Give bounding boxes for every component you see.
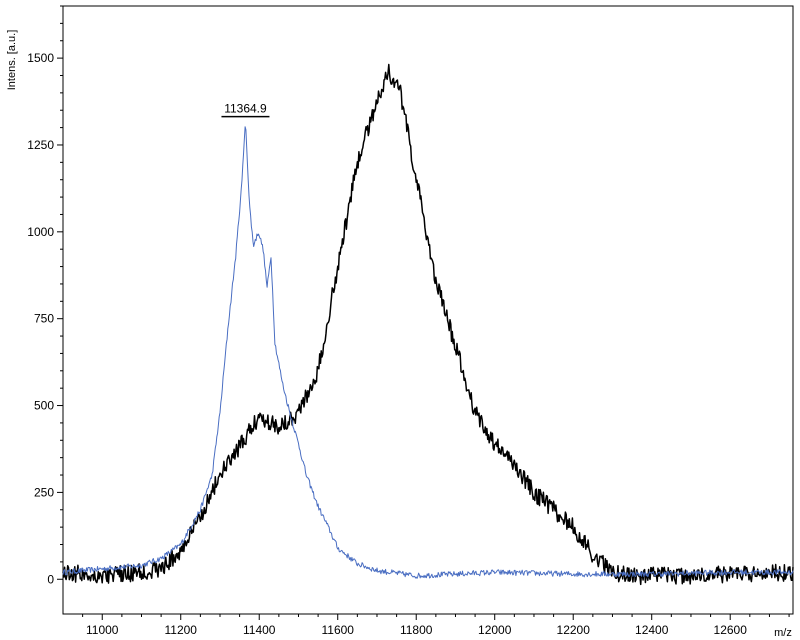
x-tick-label: 12000 — [478, 623, 512, 637]
y-axis-title: Intens. [a.u.] — [6, 30, 18, 91]
series-blue-line — [62, 126, 794, 579]
x-axis: 11000 11200 11400 11600 11800 12000 12200 12400… — [82, 614, 790, 637]
series-black-line — [62, 63, 794, 586]
y-tick-label: 250 — [34, 485, 54, 499]
y-tick-label: 750 — [34, 312, 54, 326]
x-axis-title: m/z — [774, 627, 792, 639]
x-tick-label: 12200 — [557, 623, 591, 637]
y-tick-label: 1000 — [27, 225, 54, 239]
x-tick-label: 12600 — [714, 623, 748, 637]
x-tick-label: 11600 — [321, 623, 354, 637]
y-tick-label: 1500 — [27, 51, 54, 65]
y-axis: 0 250 500 750 1000 1250 1500 — [27, 5, 63, 586]
y-tick-label: 0 — [47, 572, 54, 586]
x-tick-label: 11400 — [243, 623, 276, 637]
plot-area — [62, 5, 794, 615]
x-tick-label: 11000 — [86, 623, 119, 637]
annotation-layer: 11364.9 — [221, 102, 270, 118]
plot-frame — [62, 5, 794, 615]
y-tick-label: 1250 — [27, 138, 54, 152]
x-tick-label: 11800 — [400, 623, 433, 637]
series-layer — [62, 63, 794, 586]
y-tick-label: 500 — [34, 399, 54, 413]
peak-label: 11364.9 — [224, 102, 267, 116]
x-tick-label: 11200 — [164, 623, 197, 637]
x-tick-label: 12400 — [635, 623, 669, 637]
